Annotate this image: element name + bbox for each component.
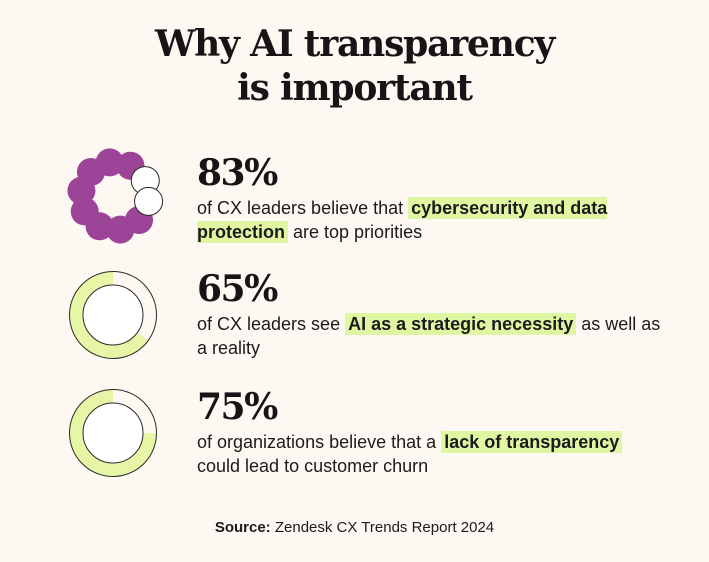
ring-inner-hole (82, 284, 144, 346)
desc-highlight: AI as a strategic necessity (345, 313, 577, 335)
desc-text-after: as well as a reality (197, 314, 661, 358)
ring-inner-hole (82, 402, 144, 464)
stat-item-2: 65% of CX leaders see AI as a strategic … (197, 270, 667, 360)
stat-value: 83% (197, 152, 278, 194)
desc-text-before: of CX leaders believe that (197, 198, 404, 218)
empty-dot (134, 186, 164, 216)
source-note: Source: Zendesk CX Trends Report 2024 (0, 519, 709, 536)
desc-text-after: are top priorities (293, 222, 423, 242)
ring-outer-outline (69, 389, 157, 477)
stat-description: of CX leaders see AI as a strategic nece… (197, 312, 667, 360)
title-line-2: is important (237, 67, 473, 109)
stat-description: of organizations believe that a lack of … (197, 430, 667, 478)
purple-dot (95, 148, 124, 177)
source-text: Zendesk CX Trends Report 2024 (274, 519, 495, 536)
stat-description: of CX leaders believe that cybersecurity… (197, 196, 667, 244)
stat-value: 75% (197, 386, 278, 428)
ring-outer-outline (69, 271, 157, 359)
desc-text-before: of CX leaders see (197, 314, 341, 334)
dots-circle-icon (67, 148, 164, 244)
stat-value: 65% (197, 268, 278, 310)
desc-text-before: of organizations believe that a (197, 432, 437, 452)
stat-item-1: 83% of CX leaders believe that cybersecu… (197, 154, 667, 244)
desc-text-after: could lead to customer churn (197, 456, 429, 476)
title-line-1: Why AI transparency (154, 23, 556, 65)
source-label: Source: (214, 519, 271, 536)
donut-ring-icon (69, 389, 157, 477)
desc-highlight: lack of transparency (441, 431, 623, 453)
page-title: Why AI transparency is important (0, 22, 709, 110)
purple-dot (106, 215, 135, 244)
donut-ring-icon (69, 271, 157, 359)
purple-dot (70, 197, 99, 226)
stat-item-3: 75% of organizations believe that a lack… (197, 388, 667, 478)
